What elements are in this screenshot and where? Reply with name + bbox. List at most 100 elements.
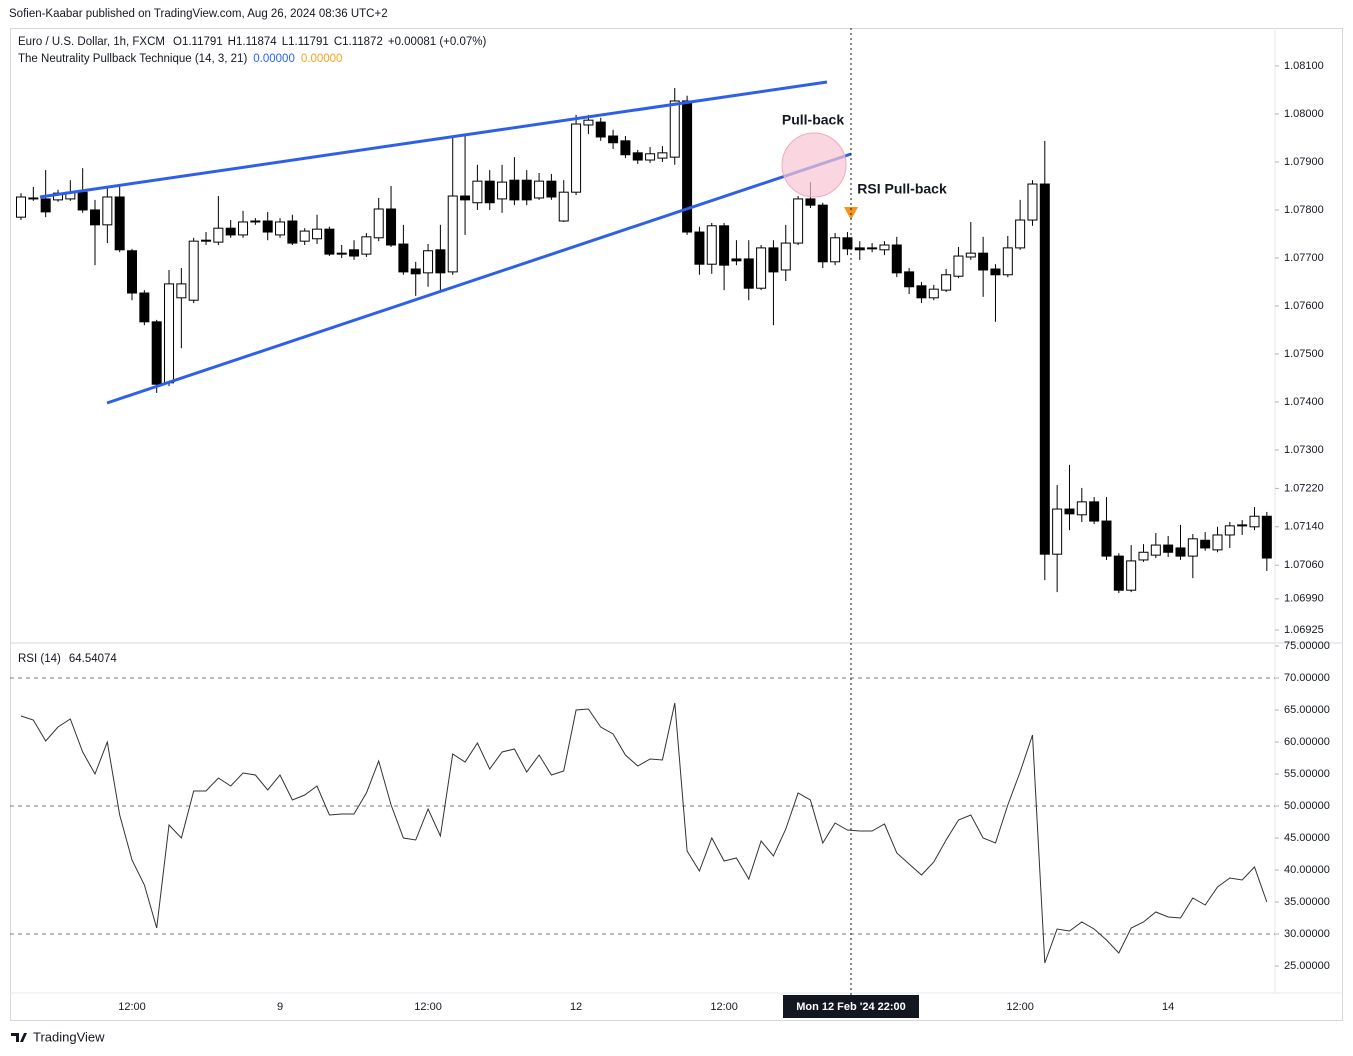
candle-body xyxy=(941,274,952,291)
candle-body xyxy=(176,283,187,299)
candle-body xyxy=(768,247,779,273)
candle-body xyxy=(817,204,828,263)
footer: TradingView xyxy=(33,1029,105,1044)
y-tick-label: 1.07500 xyxy=(1284,348,1324,360)
candle-body xyxy=(1200,539,1211,549)
candle-body xyxy=(842,237,853,250)
candle-body xyxy=(114,196,125,251)
ohlc: +0.00081 (+0.07%) xyxy=(388,36,487,48)
candle-body xyxy=(1052,508,1063,555)
y-tick-label: 1.08100 xyxy=(1284,60,1324,72)
ohlc: H1.11874 xyxy=(228,36,278,48)
candle-body xyxy=(361,236,372,255)
candle-body xyxy=(1224,525,1235,536)
candle-body xyxy=(410,268,421,275)
candle-body xyxy=(77,191,88,211)
frame xyxy=(10,28,1343,1021)
candle-body xyxy=(447,195,458,273)
candle-body xyxy=(645,153,656,161)
candle-body xyxy=(398,243,409,273)
indicator-value: 0.00000 xyxy=(301,53,343,65)
candle-body xyxy=(583,119,594,126)
y-tick-label: 60.00000 xyxy=(1284,736,1330,748)
candle-body xyxy=(151,321,162,385)
y-tick-label: 1.07600 xyxy=(1284,300,1324,312)
candle-body xyxy=(238,221,249,236)
candle-body xyxy=(867,247,878,250)
candle-body xyxy=(1163,544,1174,553)
y-tick-label: 1.07140 xyxy=(1284,521,1324,533)
candle-body xyxy=(324,228,335,255)
candle-body xyxy=(879,244,890,251)
candle-body xyxy=(16,196,26,218)
candle-body xyxy=(40,198,51,213)
candle-body xyxy=(904,271,915,288)
candle-body xyxy=(275,221,286,236)
candle-body xyxy=(608,135,619,144)
y-tick-label: 35.00000 xyxy=(1284,896,1330,908)
x-tick-label: 12:00 xyxy=(710,1001,738,1013)
candle-body xyxy=(336,252,347,255)
candle-body xyxy=(287,220,298,244)
candle-body xyxy=(102,196,113,226)
ohlc: C1.11872 xyxy=(334,36,383,48)
candle-body xyxy=(1237,524,1248,527)
candle-body xyxy=(1187,538,1198,557)
candle-body xyxy=(139,292,150,323)
candle-body xyxy=(534,180,545,199)
trend-line xyxy=(39,80,828,199)
candle-body xyxy=(965,252,976,258)
candle-body xyxy=(1064,508,1075,515)
x-tick-label: 9 xyxy=(277,1001,283,1013)
y-tick-label: 1.07060 xyxy=(1284,559,1324,571)
candle-body xyxy=(706,225,717,265)
crosshair-label: Mon 12 Feb '24 22:00 xyxy=(796,1001,906,1013)
y-tick-label: 1.06925 xyxy=(1284,624,1324,636)
symbol: Euro / U.S. Dollar, 1h, FXCM xyxy=(18,36,165,48)
candle-body xyxy=(423,250,434,274)
candle-body xyxy=(1261,515,1272,559)
x-tick-label: 12:00 xyxy=(1006,1001,1034,1013)
candle-body xyxy=(1138,551,1149,561)
y-tick-label: 40.00000 xyxy=(1284,864,1330,876)
candle-body xyxy=(916,285,927,299)
candle-body xyxy=(213,227,224,243)
candle-body xyxy=(780,242,791,271)
ohlc: L1.11791 xyxy=(282,36,329,48)
candle-body xyxy=(830,237,841,263)
candle-body xyxy=(731,258,742,262)
candle-body xyxy=(349,249,360,257)
y-tick-label: 1.07300 xyxy=(1284,444,1324,456)
candle-body xyxy=(657,152,668,159)
candle-body xyxy=(188,240,199,301)
indicator: The Neutrality Pullback Technique (14, 3… xyxy=(18,53,247,65)
y-tick-label: 1.07900 xyxy=(1284,156,1324,168)
rsi-legend: RSI (14) 64.54074 xyxy=(18,653,117,665)
y-tick-label: 65.00000 xyxy=(1284,704,1330,716)
candle-body xyxy=(854,247,865,251)
x-tick-label: 14 xyxy=(1162,1001,1174,1013)
indicator-legend: The Neutrality Pullback Technique (14, 3… xyxy=(18,53,342,65)
candle-body xyxy=(978,252,989,271)
candle-body xyxy=(262,220,273,233)
candle-body xyxy=(669,100,680,158)
crosshair-label-box xyxy=(783,995,919,1018)
candle-body xyxy=(1089,501,1100,522)
candle-body xyxy=(201,239,212,242)
candle-body xyxy=(1101,520,1112,557)
y-tick-label: 55.00000 xyxy=(1284,768,1330,780)
indicator-value: 0.00000 xyxy=(253,53,295,65)
rsi-line xyxy=(20,702,1268,964)
candle-body xyxy=(620,140,631,156)
candle-body xyxy=(756,247,767,289)
candle-body xyxy=(719,225,730,266)
legend: Euro / U.S. Dollar, 1h, FXCM O1.11791 H1.1… xyxy=(18,36,486,48)
candle-body xyxy=(435,249,446,274)
rsi-title: RSI (14) xyxy=(18,653,61,665)
candle-body xyxy=(299,230,310,242)
candle-body xyxy=(1027,183,1038,221)
candle-body xyxy=(632,152,643,161)
candle-body xyxy=(28,197,39,200)
